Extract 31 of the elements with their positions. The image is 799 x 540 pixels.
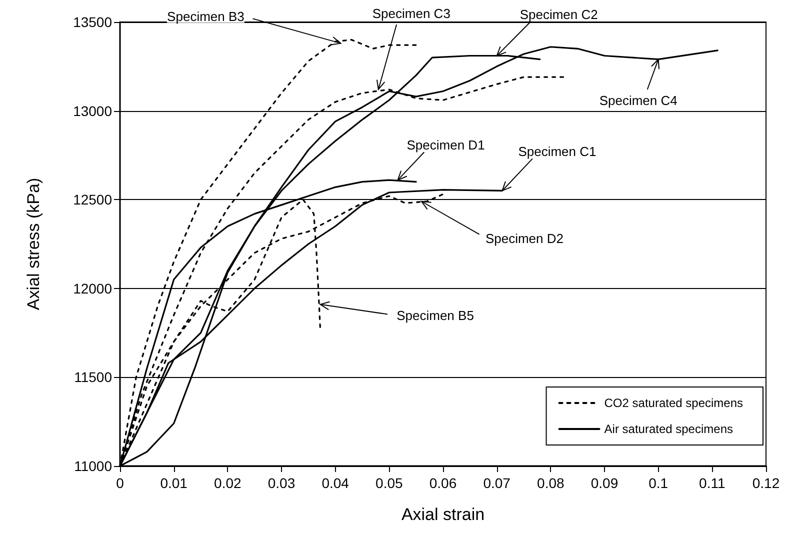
y-tick-label: 13500 — [73, 14, 112, 30]
annotation: Specimen B5 — [396, 308, 474, 323]
x-tick-label: 0.07 — [483, 475, 511, 491]
y-tick-label: 11500 — [74, 369, 112, 386]
x-tick-label: 0.03 — [268, 475, 296, 491]
annotation: Specimen C3 — [372, 6, 450, 21]
annotation: Specimen C2 — [520, 7, 598, 22]
x-tick-label: 0.12 — [752, 475, 780, 491]
x-tick-label: 0.08 — [537, 475, 565, 491]
x-tick-label: 0.1 — [648, 475, 668, 491]
y-tick-label: 12000 — [73, 280, 112, 296]
y-axis-title: Axial stress (kPa) — [24, 178, 43, 310]
x-tick-label: 0.11 — [699, 475, 726, 491]
x-tick-label: 0.09 — [590, 475, 618, 491]
legend-label: CO2 saturated specimens — [604, 396, 743, 410]
annotation: Specimen D1 — [406, 138, 485, 153]
x-tick-label: 0.05 — [376, 475, 404, 491]
x-tick-label: 0.01 — [160, 475, 188, 491]
annotation: Specimen D2 — [485, 230, 564, 246]
x-tick-label: 0.04 — [322, 475, 350, 491]
legend-label: Air saturated specimens — [604, 422, 733, 436]
annotation: Specimen C4 — [599, 92, 678, 108]
annotation: Specimen B3 — [167, 8, 244, 24]
annotation: Specimen C1 — [518, 144, 596, 160]
x-tick-label: 0.06 — [429, 475, 457, 491]
x-axis-title: Axial strain — [401, 505, 485, 524]
y-tick-label: 12500 — [73, 192, 112, 208]
x-tick-label: 0.02 — [214, 475, 242, 491]
x-tick-label: 0 — [116, 475, 124, 491]
y-tick-label: 13000 — [73, 102, 112, 119]
y-tick-label: 11000 — [74, 458, 112, 474]
